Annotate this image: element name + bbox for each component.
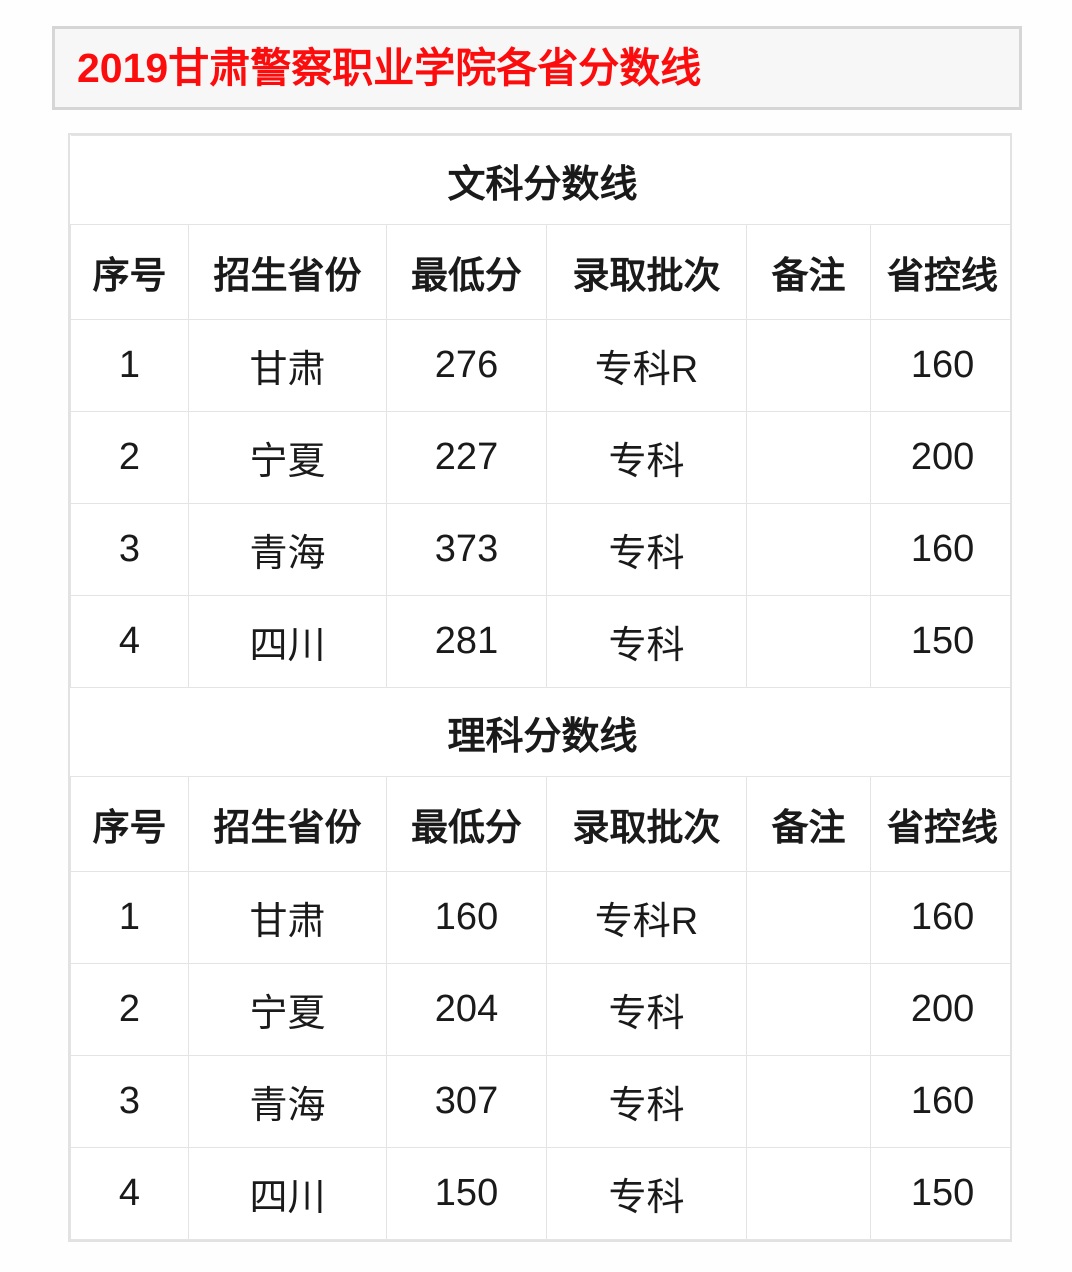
cell-provincial-line: 200 — [869, 411, 1010, 504]
score-table-container: 文科分数线 序号 招生省份 最低分 录取批次 备注 省控线 1 甘肃 276 专… — [68, 133, 1012, 1242]
page-title: 2019甘肃警察职业学院各省分数线 — [77, 44, 702, 91]
cell-min-score: 204 — [386, 963, 547, 1056]
cell-note — [746, 503, 871, 596]
section-title-science: 理科分数线 — [70, 687, 1010, 777]
cell-province: 宁夏 — [188, 411, 387, 504]
column-header-provincial-line: 省控线 — [869, 224, 1010, 320]
table-row: 2 宁夏 227 专科 200 — [70, 411, 1010, 504]
score-table-body: 文科分数线 序号 招生省份 最低分 录取批次 备注 省控线 1 甘肃 276 专… — [70, 135, 1010, 1240]
table-row: 3 青海 373 专科 160 — [70, 503, 1010, 596]
table-row: 2 宁夏 204 专科 200 — [70, 963, 1010, 1056]
cell-batch: 专科R — [546, 871, 747, 964]
cell-index: 3 — [70, 1055, 189, 1148]
title-banner: 2019甘肃警察职业学院各省分数线 — [52, 26, 1022, 110]
table-row: 3 青海 307 专科 160 — [70, 1055, 1010, 1148]
cell-index: 2 — [70, 963, 189, 1056]
cell-batch: 专科 — [546, 1147, 747, 1240]
column-header-province: 招生省份 — [188, 224, 387, 320]
cell-note — [746, 963, 871, 1056]
cell-index: 4 — [70, 1147, 189, 1240]
cell-provincial-line: 200 — [869, 963, 1010, 1056]
cell-provincial-line: 160 — [869, 503, 1010, 596]
cell-note — [746, 1055, 871, 1148]
cell-province: 四川 — [188, 1147, 387, 1240]
cell-province: 甘肃 — [188, 319, 387, 412]
cell-provincial-line: 160 — [869, 1055, 1010, 1148]
cell-index: 1 — [70, 319, 189, 412]
column-header-province: 招生省份 — [188, 776, 387, 872]
cell-note — [746, 595, 871, 688]
cell-index: 3 — [70, 503, 189, 596]
cell-note — [746, 871, 871, 964]
column-header-index: 序号 — [70, 776, 189, 872]
cell-batch: 专科 — [546, 595, 747, 688]
column-header-index: 序号 — [70, 224, 189, 320]
column-header-note: 备注 — [746, 224, 871, 320]
cell-province: 青海 — [188, 1055, 387, 1148]
cell-min-score: 227 — [386, 411, 547, 504]
column-header-note: 备注 — [746, 776, 871, 872]
column-header-batch: 录取批次 — [546, 224, 747, 320]
column-header-min-score: 最低分 — [386, 224, 547, 320]
cell-provincial-line: 150 — [869, 1147, 1010, 1240]
cell-batch: 专科 — [546, 503, 747, 596]
table-row: 1 甘肃 160 专科R 160 — [70, 871, 1010, 964]
cell-province: 青海 — [188, 503, 387, 596]
cell-note — [746, 411, 871, 504]
cell-province: 甘肃 — [188, 871, 387, 964]
table-row: 4 四川 281 专科 150 — [70, 595, 1010, 688]
cell-note — [746, 1147, 871, 1240]
cell-provincial-line: 160 — [869, 319, 1010, 412]
column-header-provincial-line: 省控线 — [869, 776, 1010, 872]
cell-batch: 专科 — [546, 411, 747, 504]
cell-note — [746, 319, 871, 412]
cell-index: 4 — [70, 595, 189, 688]
cell-batch: 专科R — [546, 319, 747, 412]
column-header-row: 序号 招生省份 最低分 录取批次 备注 省控线 — [70, 776, 1010, 872]
cell-min-score: 281 — [386, 595, 547, 688]
column-header-min-score: 最低分 — [386, 776, 547, 872]
cell-min-score: 276 — [386, 319, 547, 412]
column-header-batch: 录取批次 — [546, 776, 747, 872]
cell-provincial-line: 150 — [869, 595, 1010, 688]
cell-min-score: 307 — [386, 1055, 547, 1148]
column-header-row: 序号 招生省份 最低分 录取批次 备注 省控线 — [70, 224, 1010, 320]
section-title-row: 理科分数线 — [70, 687, 1010, 777]
section-title-row: 文科分数线 — [70, 135, 1010, 225]
cell-province: 四川 — [188, 595, 387, 688]
score-table: 文科分数线 序号 招生省份 最低分 录取批次 备注 省控线 1 甘肃 276 专… — [70, 135, 1010, 1240]
cell-provincial-line: 160 — [869, 871, 1010, 964]
cell-batch: 专科 — [546, 963, 747, 1056]
cell-index: 2 — [70, 411, 189, 504]
cell-min-score: 373 — [386, 503, 547, 596]
cell-batch: 专科 — [546, 1055, 747, 1148]
table-row: 4 四川 150 专科 150 — [70, 1147, 1010, 1240]
table-row: 1 甘肃 276 专科R 160 — [70, 319, 1010, 412]
cell-min-score: 160 — [386, 871, 547, 964]
section-title-liberal-arts: 文科分数线 — [70, 135, 1010, 225]
cell-province: 宁夏 — [188, 963, 387, 1056]
cell-index: 1 — [70, 871, 189, 964]
cell-min-score: 150 — [386, 1147, 547, 1240]
